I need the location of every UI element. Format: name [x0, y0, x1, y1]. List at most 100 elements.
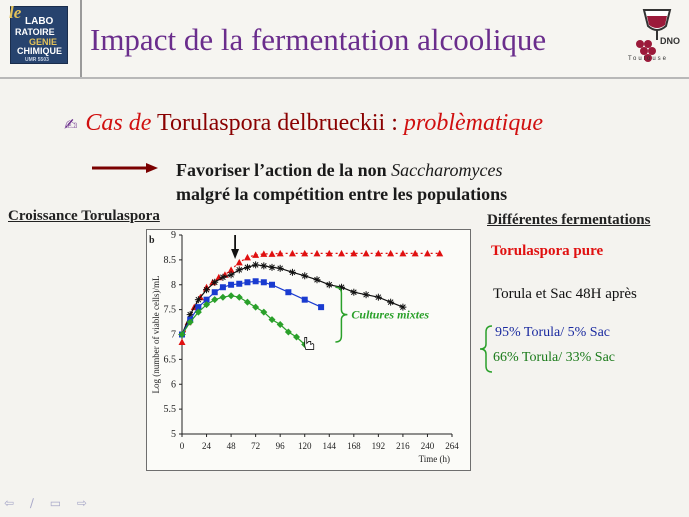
series-1-point	[288, 268, 296, 276]
series-2-point	[260, 279, 267, 286]
header-divider	[80, 0, 82, 78]
series-3-point	[219, 293, 227, 301]
legend-item-95-5: 95% Torula/ 5% Sac	[495, 325, 611, 340]
y-tick-label: 8.5	[164, 255, 177, 266]
series-1-point	[399, 303, 407, 311]
y-axis-title: Log (number of viable cells)/mL	[151, 276, 161, 394]
y-tick-label: 5.5	[164, 404, 177, 415]
x-tick-label: 48	[227, 441, 237, 451]
x-tick-label: 192	[372, 441, 386, 451]
series-0-point	[178, 338, 186, 345]
series-1-point	[387, 298, 395, 306]
series-3-point	[260, 308, 268, 316]
series-3-point	[252, 303, 260, 311]
series-1-point	[362, 291, 370, 299]
series-0-point	[436, 249, 444, 257]
series-2-point	[244, 279, 251, 286]
x-tick-label: 216	[396, 441, 410, 451]
growth-label: Croissance Torulaspora	[8, 208, 160, 224]
legend-item-torulaspora-pure: Torulaspora pure	[491, 243, 604, 259]
series-0-point	[227, 266, 235, 273]
series-0-point	[243, 253, 251, 261]
series-3-point	[284, 328, 292, 336]
series-3-point	[178, 331, 186, 338]
series-3-point	[227, 292, 235, 300]
series-1-point	[268, 263, 276, 271]
series-1-point	[211, 278, 219, 286]
dno-tag: DNO	[660, 36, 680, 46]
series-3-point	[211, 296, 219, 304]
goal-statement: Favoriser l’action de la non Saccharomyc…	[176, 158, 507, 206]
x-tick-label: 240	[421, 441, 435, 451]
series-1-point	[313, 276, 321, 284]
series-1-point	[252, 261, 260, 269]
y-tick-label: 9	[171, 230, 176, 241]
hand-pointer-icon: ✍	[64, 115, 78, 134]
legend-brace	[479, 325, 493, 373]
series-1-point	[276, 264, 284, 272]
series-3-point	[293, 333, 301, 341]
bullet-species: Torulaspora delbrueckii :	[156, 110, 398, 136]
series-1-point	[243, 263, 251, 271]
slide-header: le LABO RATOIRE GENIE CHIMIQUE UMR 5503 …	[0, 0, 689, 78]
series-1-point	[219, 273, 227, 281]
series-0-point	[268, 250, 276, 257]
growth-chart: 5 5.5 6 6.5 7 7.5 8 8.5 9 0 24 48 72 96 120 144 168 192 21…	[149, 230, 459, 464]
panel-label: b	[149, 235, 155, 246]
series-0-point	[399, 249, 407, 257]
header-rule	[0, 77, 689, 79]
series-2-point	[318, 304, 325, 311]
arrow-right-icon	[92, 163, 158, 173]
x-tick-label: 120	[298, 441, 312, 451]
bullet-part-3: problèmatique	[403, 110, 543, 136]
series-2-point	[228, 281, 235, 288]
logo-line-3: GENIE	[29, 37, 58, 47]
series-0-point	[325, 249, 333, 257]
mixed-cultures-brace	[335, 286, 348, 343]
series-0-point	[362, 249, 370, 257]
series-0-point	[411, 249, 419, 257]
x-tick-label: 168	[347, 441, 361, 451]
y-tick-label: 5	[171, 429, 176, 440]
y-tick-label: 7.5	[164, 305, 177, 316]
series-1-point	[227, 271, 235, 279]
bullet-part-1: Cas de	[85, 110, 152, 136]
series-2-point	[269, 281, 275, 288]
series-1-point	[235, 266, 243, 274]
problem-bullet: ✍ Cas de Torulaspora delbrueckii : problè…	[64, 110, 543, 137]
series-0-point	[288, 249, 296, 257]
x-axis-title: Time (h)	[419, 454, 450, 464]
series-3-point	[243, 298, 251, 306]
series-0-point	[260, 250, 268, 257]
chart-frame	[146, 229, 471, 471]
series-3-point	[194, 308, 202, 316]
toulouse-text: Toulouse	[628, 56, 669, 62]
logo-line-5: UMR 5503	[25, 57, 49, 63]
series-0-point	[313, 249, 321, 257]
mixed-cultures-annotation: Cultures mixtes	[351, 308, 429, 322]
series-0-point	[276, 249, 284, 257]
series-0-point	[252, 251, 260, 258]
fermentations-label: Différentes fermentations	[487, 212, 651, 228]
logo-line-2: RATOIRE	[15, 27, 55, 37]
goal-line-2: malgré la compétition entre les populati…	[176, 184, 508, 204]
series-3-point	[276, 321, 284, 329]
x-tick-label: 144	[323, 441, 337, 451]
goal-line-1: Favoriser l’action de la non Saccharomyc…	[176, 158, 507, 182]
series-1-point	[350, 288, 358, 296]
series-0-point	[301, 249, 309, 257]
series-2-point	[211, 289, 218, 296]
series-1-point	[260, 262, 268, 270]
series-3-point	[203, 301, 211, 309]
series-0-point	[374, 249, 382, 257]
time-arrow-head	[231, 249, 240, 259]
series-1-point	[325, 281, 333, 289]
series-2-point	[236, 280, 243, 287]
x-tick-label: 96	[276, 441, 286, 451]
y-tick-label: 6	[171, 379, 176, 390]
y-tick-label: 6.5	[164, 354, 177, 365]
slide-nav[interactable]: ⇦ ∕ ▭ ⇨	[4, 496, 93, 510]
series-0-point	[350, 249, 358, 257]
series-0-point	[387, 249, 395, 257]
series-2-point	[285, 289, 292, 296]
